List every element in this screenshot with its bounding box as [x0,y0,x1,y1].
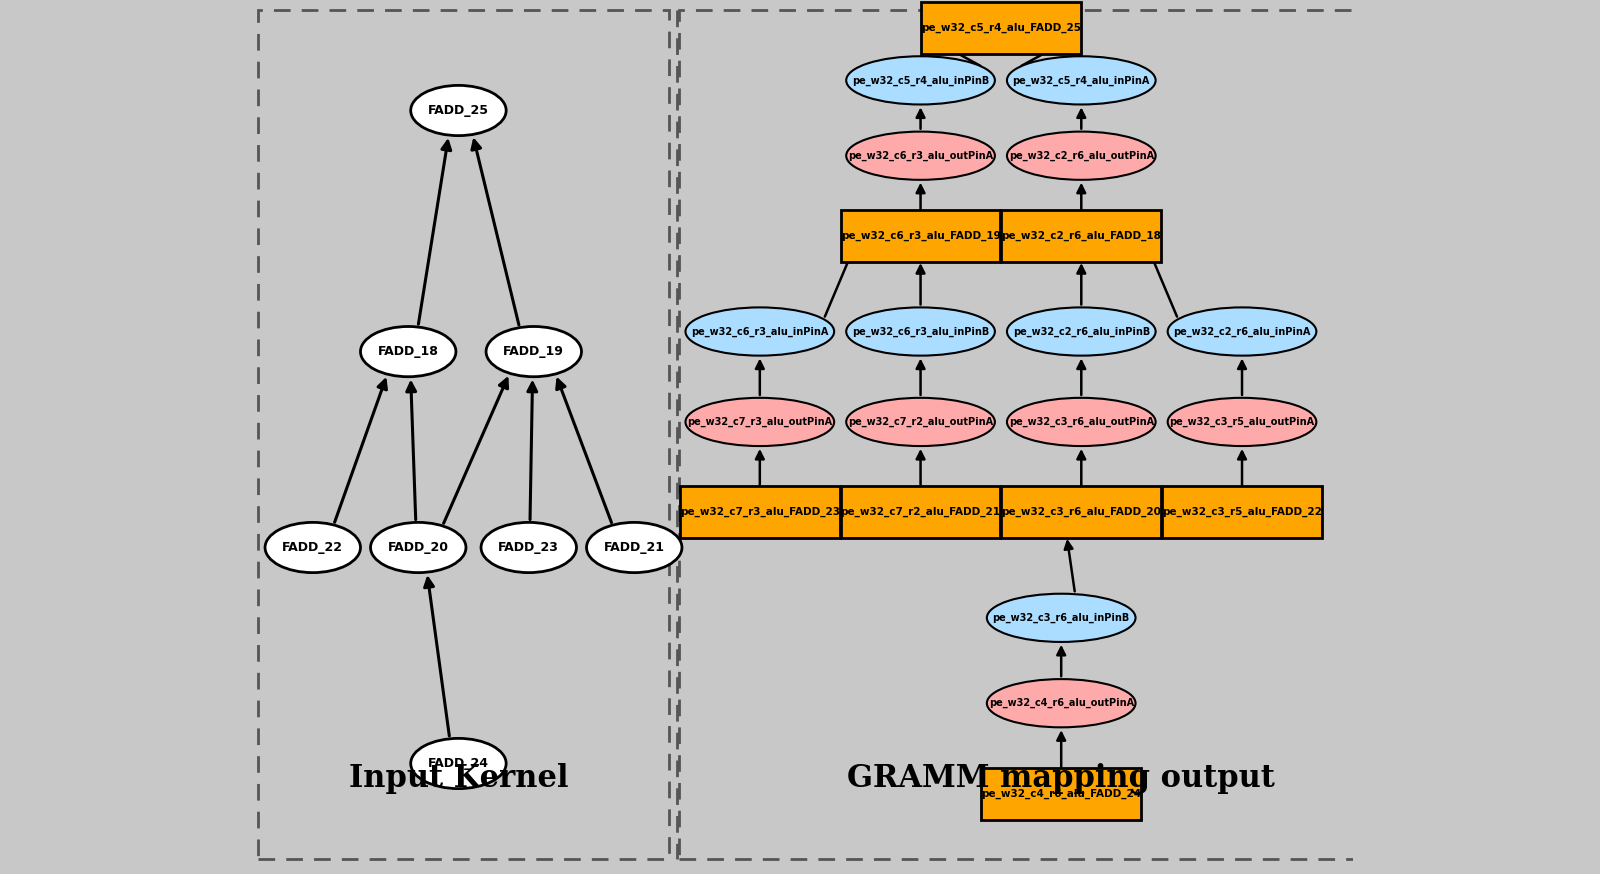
Text: pe_w32_c5_r4_alu_inPinA: pe_w32_c5_r4_alu_inPinA [1013,75,1150,86]
FancyBboxPatch shape [922,2,1080,54]
Text: pe_w32_c4_r6_alu_FADD_24: pe_w32_c4_r6_alu_FADD_24 [981,788,1141,799]
Text: FADD_25: FADD_25 [427,104,490,117]
Ellipse shape [411,739,506,788]
Text: FADD_20: FADD_20 [387,541,448,554]
Text: pe_w32_c6_r3_alu_outPinA: pe_w32_c6_r3_alu_outPinA [848,150,994,161]
Text: pe_w32_c5_r4_alu_inPinB: pe_w32_c5_r4_alu_inPinB [851,75,989,86]
Text: Input Kernel: Input Kernel [349,763,568,794]
Text: pe_w32_c3_r6_alu_FADD_20: pe_w32_c3_r6_alu_FADD_20 [1002,507,1162,517]
Ellipse shape [486,327,581,377]
Ellipse shape [846,132,995,180]
Text: pe_w32_c6_r3_alu_inPinA: pe_w32_c6_r3_alu_inPinA [691,326,829,336]
Text: pe_w32_c7_r3_alu_FADD_23: pe_w32_c7_r3_alu_FADD_23 [680,507,840,517]
Text: pe_w32_c2_r6_alu_inPinB: pe_w32_c2_r6_alu_inPinB [1013,326,1150,336]
Ellipse shape [846,398,995,446]
Ellipse shape [1168,398,1317,446]
Text: pe_w32_c5_r4_alu_FADD_25: pe_w32_c5_r4_alu_FADD_25 [922,23,1082,33]
Text: pe_w32_c7_r3_alu_outPinA: pe_w32_c7_r3_alu_outPinA [688,417,832,427]
Text: FADD_23: FADD_23 [498,541,558,554]
Text: FADD_18: FADD_18 [378,345,438,358]
Text: pe_w32_c3_r6_alu_outPinA: pe_w32_c3_r6_alu_outPinA [1008,417,1154,427]
FancyBboxPatch shape [680,486,840,538]
FancyBboxPatch shape [1002,486,1162,538]
Text: FADD_21: FADD_21 [603,541,664,554]
Text: FADD_24: FADD_24 [427,757,490,770]
Text: pe_w32_c4_r6_alu_outPinA: pe_w32_c4_r6_alu_outPinA [989,698,1134,708]
Ellipse shape [1006,56,1155,105]
Ellipse shape [411,86,506,135]
FancyBboxPatch shape [1002,210,1162,262]
Ellipse shape [1006,132,1155,180]
Ellipse shape [987,679,1136,727]
Text: FADD_19: FADD_19 [504,345,565,358]
FancyBboxPatch shape [1162,486,1322,538]
FancyBboxPatch shape [840,486,1000,538]
Ellipse shape [987,593,1136,642]
Text: GRAMM mapping output: GRAMM mapping output [848,763,1275,794]
Text: FADD_22: FADD_22 [282,541,344,554]
FancyBboxPatch shape [840,210,1000,262]
Text: pe_w32_c2_r6_alu_inPinA: pe_w32_c2_r6_alu_inPinA [1173,326,1310,336]
Text: pe_w32_c2_r6_alu_outPinA: pe_w32_c2_r6_alu_outPinA [1008,150,1154,161]
Ellipse shape [846,308,995,356]
Ellipse shape [266,523,360,572]
Text: pe_w32_c2_r6_alu_FADD_18: pe_w32_c2_r6_alu_FADD_18 [1002,231,1162,241]
Ellipse shape [846,56,995,105]
Ellipse shape [1168,308,1317,356]
Ellipse shape [685,308,834,356]
Ellipse shape [360,327,456,377]
Ellipse shape [1006,398,1155,446]
Text: pe_w32_c3_r5_alu_FADD_22: pe_w32_c3_r5_alu_FADD_22 [1162,507,1322,517]
Text: pe_w32_c7_r2_alu_outPinA: pe_w32_c7_r2_alu_outPinA [848,417,994,427]
Ellipse shape [587,523,682,572]
Text: pe_w32_c7_r2_alu_FADD_21: pe_w32_c7_r2_alu_FADD_21 [840,507,1000,517]
Text: pe_w32_c3_r5_alu_outPinA: pe_w32_c3_r5_alu_outPinA [1170,417,1315,427]
Bar [258,10,669,859]
Ellipse shape [482,523,576,572]
FancyBboxPatch shape [981,767,1141,820]
Ellipse shape [685,398,834,446]
Ellipse shape [1006,308,1155,356]
Text: pe_w32_c6_r3_alu_FADD_19: pe_w32_c6_r3_alu_FADD_19 [840,231,1000,241]
Ellipse shape [371,523,466,572]
Text: pe_w32_c3_r6_alu_inPinB: pe_w32_c3_r6_alu_inPinB [992,613,1130,623]
Text: pe_w32_c6_r3_alu_inPinB: pe_w32_c6_r3_alu_inPinB [851,326,989,336]
